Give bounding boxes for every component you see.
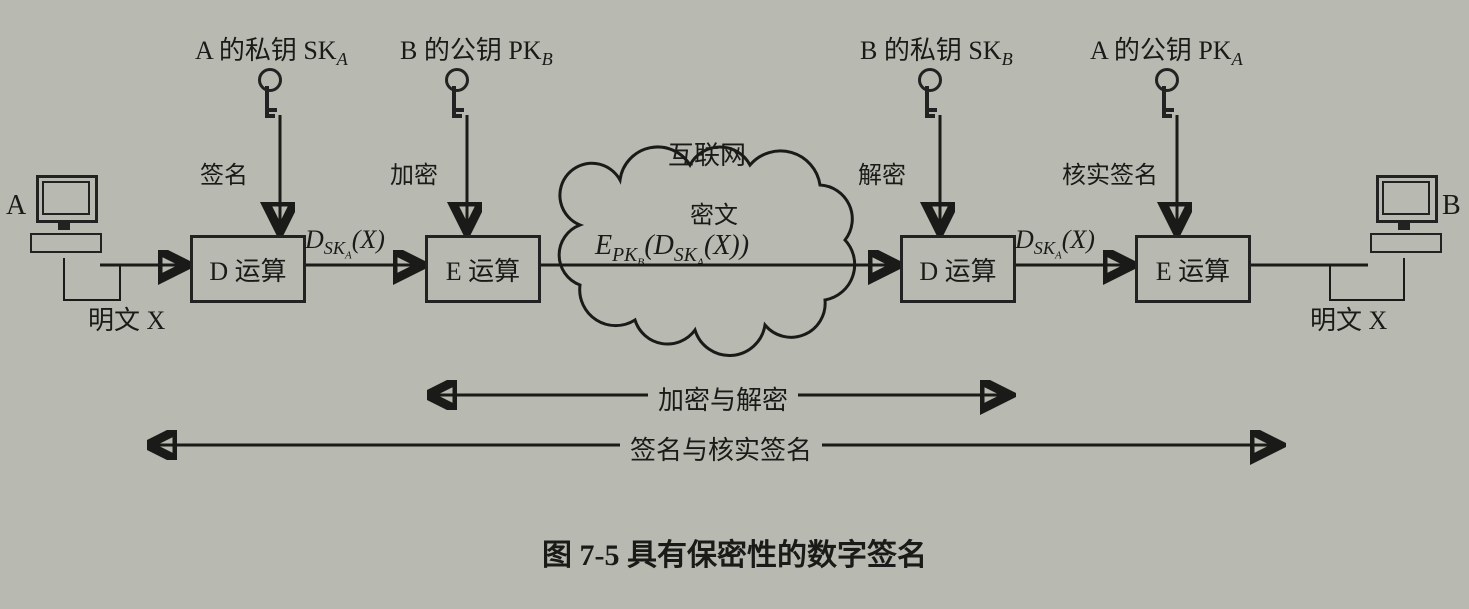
cipher-expr: EPKB(DSKA(X)) — [595, 230, 749, 269]
after-d2: DSKA(X) — [1015, 225, 1095, 262]
b-pubkey-label: B 的公钥 PKB — [400, 30, 553, 70]
span-signverify: 签名与核实签名 — [620, 430, 822, 467]
op-d-2: D 运算 — [900, 235, 1016, 303]
figure-caption: 图 7-5 具有保密性的数字签名 — [0, 530, 1469, 574]
internet-label: 互联网 — [668, 135, 746, 172]
a-pubkey-label: A 的公钥 PKA — [1090, 30, 1243, 70]
plaintext-a: 明文 X — [88, 300, 165, 337]
a-privkey-label: A 的私钥 SKA — [195, 30, 348, 70]
op-e-2: E 运算 — [1135, 235, 1251, 303]
host-a-computer — [30, 175, 98, 255]
step-verify: 核实签名 — [1062, 155, 1158, 190]
op-e-1: E 运算 — [425, 235, 541, 303]
step-sign: 签名 — [200, 155, 248, 190]
key-icon-b-priv — [915, 68, 939, 128]
b-privkey-label: B 的私钥 SKB — [860, 30, 1013, 70]
plaintext-b: 明文 X — [1310, 300, 1387, 337]
host-a-label: A — [6, 190, 26, 222]
op-d-1: D 运算 — [190, 235, 306, 303]
host-b-computer — [1370, 175, 1438, 255]
key-icon-b-pub — [442, 68, 466, 128]
key-icon-a-priv — [255, 68, 279, 128]
after-d1: DSKA(X) — [305, 225, 385, 262]
step-encrypt: 加密 — [390, 155, 438, 190]
span-encdec: 加密与解密 — [648, 380, 798, 417]
step-decrypt: 解密 — [858, 155, 906, 190]
key-icon-a-pub — [1152, 68, 1176, 128]
host-b-label: B — [1442, 190, 1461, 222]
cipher-label: 密文 — [690, 195, 738, 230]
flow-svg — [0, 0, 1469, 609]
